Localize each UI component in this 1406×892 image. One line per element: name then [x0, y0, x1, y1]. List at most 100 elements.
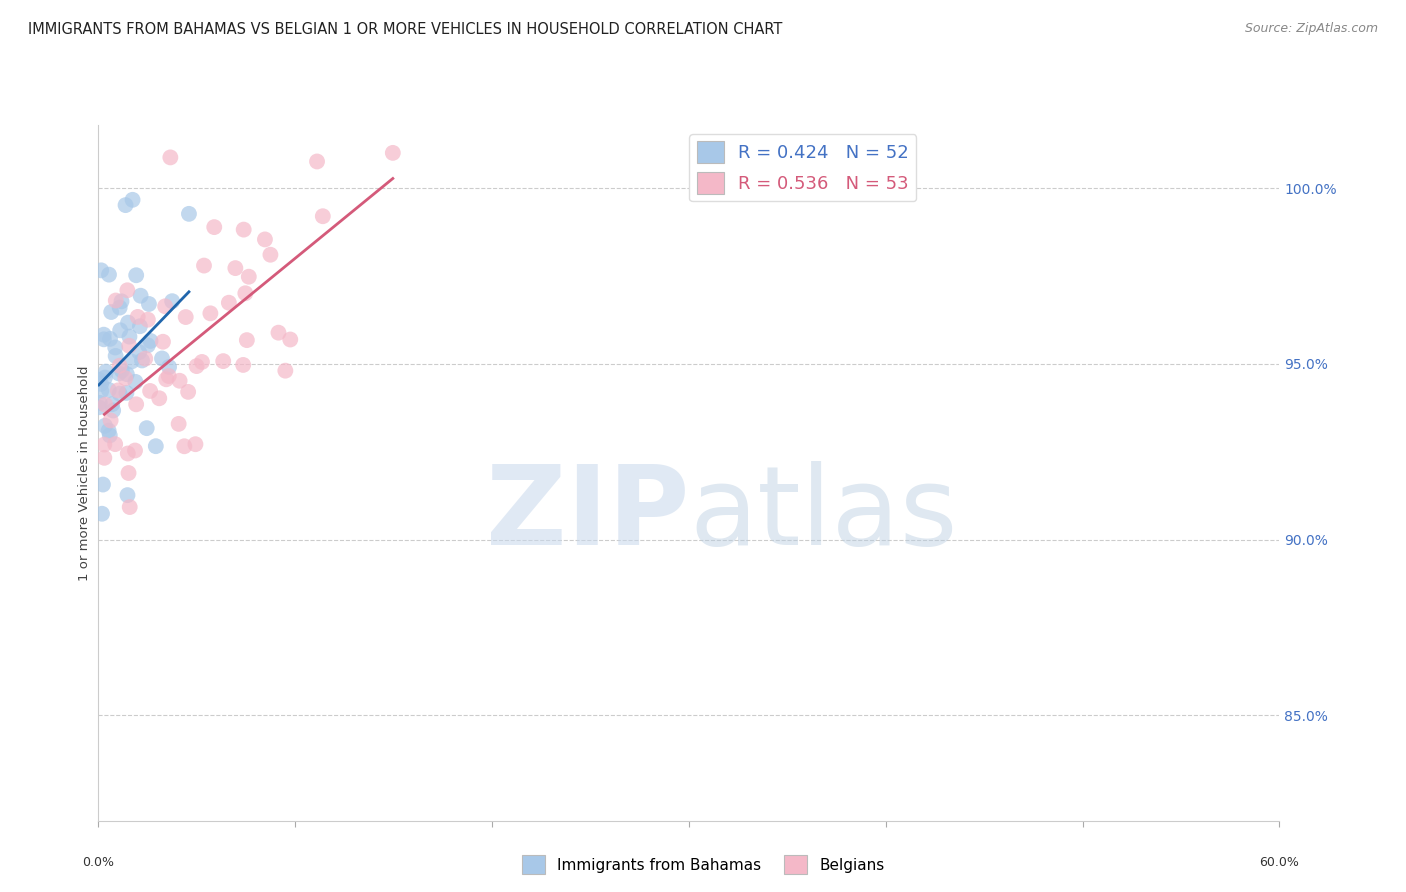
Point	[115, 385, 138, 400]
Point	[97, 383, 120, 397]
Point	[312, 209, 335, 223]
Point	[100, 305, 122, 319]
Point	[200, 306, 222, 320]
Point	[267, 326, 290, 340]
Point	[100, 413, 122, 427]
Point	[117, 488, 139, 502]
Point	[104, 437, 127, 451]
Point	[108, 386, 131, 401]
Point	[167, 417, 190, 431]
Point	[259, 248, 281, 262]
Point	[125, 397, 148, 411]
Point	[93, 327, 115, 342]
Point	[138, 297, 160, 311]
Point	[184, 437, 207, 451]
Point	[90, 263, 112, 277]
Point	[174, 310, 197, 324]
Point	[118, 500, 141, 514]
Legend: Immigrants from Bahamas, Belgians: Immigrants from Bahamas, Belgians	[516, 849, 890, 880]
Point	[125, 268, 148, 283]
Legend: R = 0.424   N = 52, R = 0.536   N = 53: R = 0.424 N = 52, R = 0.536 N = 53	[689, 134, 917, 202]
Point	[157, 359, 180, 374]
Text: ZIP: ZIP	[485, 461, 689, 568]
Point	[274, 364, 297, 378]
Point	[104, 349, 127, 363]
Point	[91, 507, 114, 521]
Point	[94, 370, 117, 384]
Point	[155, 372, 177, 386]
Point	[131, 353, 153, 368]
Point	[97, 424, 120, 438]
Point	[177, 384, 200, 399]
Text: IMMIGRANTS FROM BAHAMAS VS BELGIAN 1 OR MORE VEHICLES IN HOUSEHOLD CORRELATION C: IMMIGRANTS FROM BAHAMAS VS BELGIAN 1 OR …	[28, 22, 783, 37]
Point	[93, 450, 115, 465]
Text: 0.0%: 0.0%	[83, 855, 114, 869]
Point	[108, 323, 131, 337]
Point	[108, 301, 131, 315]
Point	[90, 376, 112, 391]
Point	[160, 294, 183, 309]
Point	[128, 345, 150, 359]
Point	[101, 397, 124, 411]
Point	[157, 369, 180, 384]
Point	[177, 207, 200, 221]
Point	[232, 358, 254, 372]
Point	[117, 316, 139, 330]
Point	[101, 403, 124, 417]
Point	[104, 293, 127, 308]
Point	[129, 289, 152, 303]
Point	[114, 371, 136, 385]
Point	[169, 374, 191, 388]
Point	[224, 261, 246, 276]
Point	[186, 359, 208, 373]
Point	[153, 299, 176, 313]
Point	[87, 373, 110, 387]
Point	[233, 286, 256, 301]
Point	[135, 421, 157, 435]
Point	[193, 259, 215, 273]
Point	[121, 193, 143, 207]
Text: 60.0%: 60.0%	[1260, 855, 1299, 869]
Point	[108, 359, 131, 373]
Point	[98, 428, 121, 442]
Point	[136, 312, 159, 326]
Point	[236, 333, 259, 347]
Point	[191, 355, 214, 369]
Point	[107, 367, 129, 381]
Point	[104, 341, 127, 355]
Point	[253, 232, 276, 246]
Point	[152, 334, 174, 349]
Point	[107, 384, 129, 398]
Point	[173, 439, 195, 453]
Point	[117, 446, 139, 460]
Point	[136, 338, 159, 352]
Point	[115, 367, 138, 381]
Point	[124, 443, 146, 458]
Point	[121, 354, 143, 368]
Point	[145, 439, 167, 453]
Point	[90, 384, 112, 398]
Point	[87, 401, 110, 415]
Point	[114, 198, 136, 212]
Text: Source: ZipAtlas.com: Source: ZipAtlas.com	[1244, 22, 1378, 36]
Point	[94, 398, 117, 412]
Point	[89, 396, 111, 410]
Point	[94, 418, 117, 433]
Point	[232, 222, 254, 236]
Point	[117, 466, 139, 480]
Point	[139, 384, 162, 398]
Point	[238, 269, 260, 284]
Y-axis label: 1 or more Vehicles in Household: 1 or more Vehicles in Household	[79, 365, 91, 581]
Point	[139, 334, 162, 348]
Point	[111, 363, 134, 377]
Point	[118, 339, 141, 353]
Point	[202, 220, 225, 235]
Point	[278, 333, 301, 347]
Point	[134, 351, 156, 366]
Point	[127, 310, 149, 324]
Point	[159, 150, 181, 164]
Point	[98, 268, 121, 282]
Point	[98, 332, 121, 346]
Point	[117, 283, 139, 297]
Point	[218, 295, 240, 310]
